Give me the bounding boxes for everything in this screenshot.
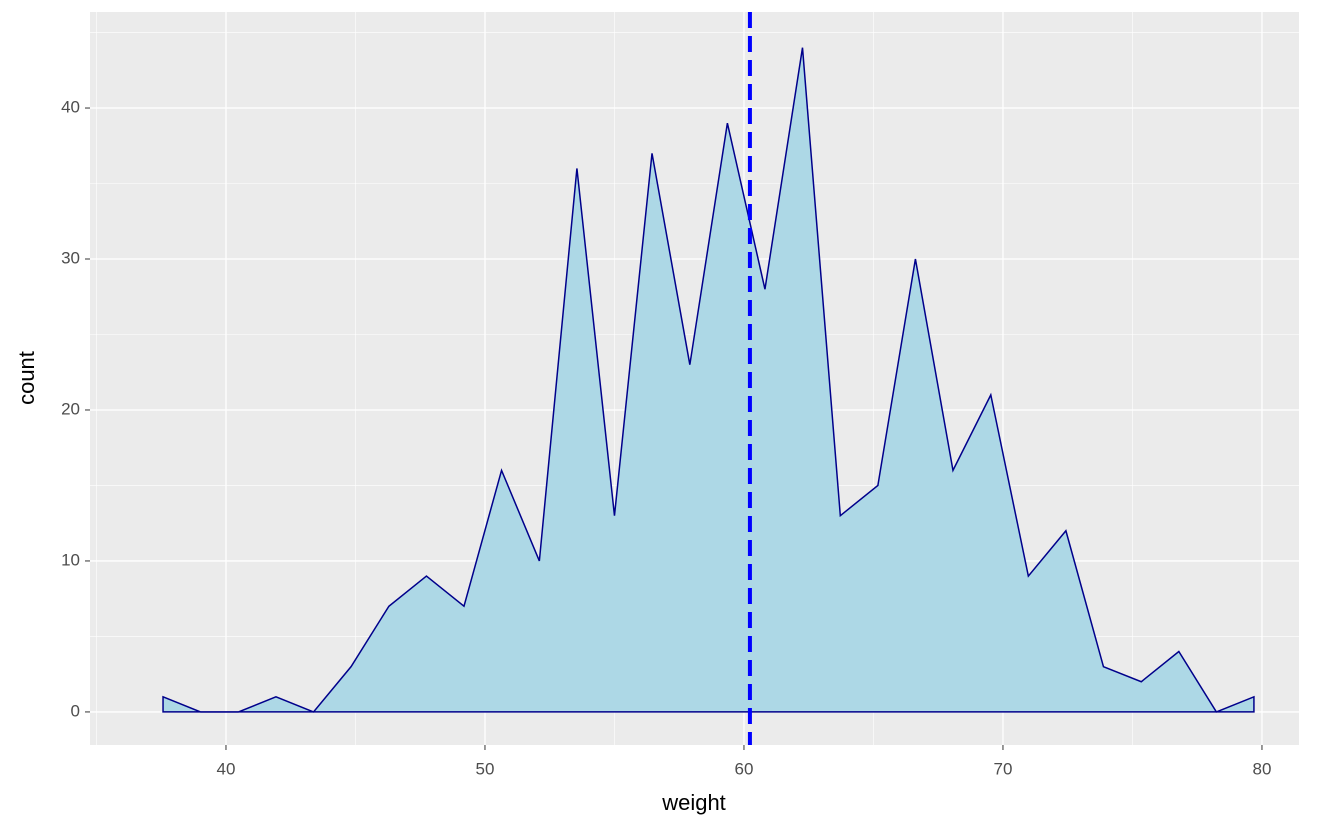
- x-tick-label: 60: [735, 759, 754, 778]
- y-tick-label: 40: [61, 98, 80, 117]
- y-tick-label: 20: [61, 399, 80, 418]
- y-axis-title: count: [14, 351, 39, 405]
- ticks: 40 50 60 70 80 0 10 20 30 40: [61, 98, 1271, 779]
- marks: [162, 12, 1255, 745]
- x-tick-label: 40: [217, 759, 236, 778]
- y-tick-label: 10: [61, 550, 80, 569]
- x-tick-label: 50: [476, 759, 495, 778]
- y-tick-label: 0: [71, 701, 80, 720]
- y-tick-label: 30: [61, 248, 80, 267]
- x-axis-title: weight: [661, 790, 726, 815]
- area: [162, 47, 1255, 713]
- x-tick-label: 70: [994, 759, 1013, 778]
- x-tick-label: 80: [1253, 759, 1272, 778]
- grid: [90, 12, 1299, 745]
